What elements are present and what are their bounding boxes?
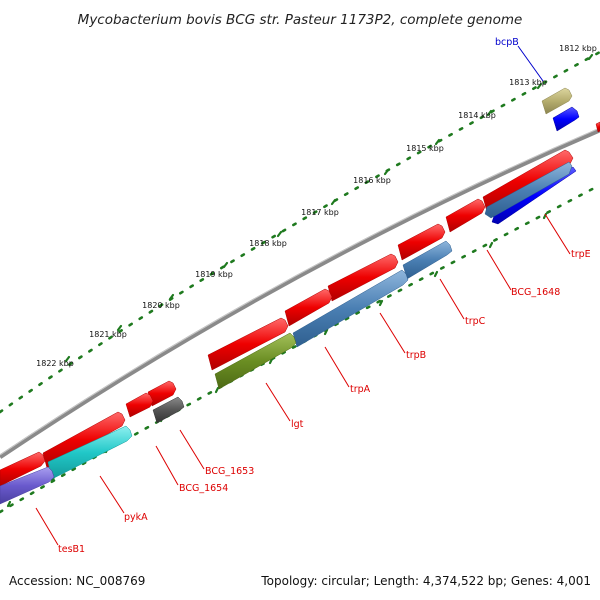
ruler-label-1818: 1818 kbp	[249, 239, 287, 248]
gene-label-bcpB[interactable]: bcpB	[495, 37, 519, 48]
footer-topology: Topology: circular; Length: 4,374,522 bp…	[260, 574, 591, 588]
gene-label-BCG_1653[interactable]: BCG_1653	[205, 466, 254, 477]
ruler-tick-1817	[330, 198, 337, 206]
ruler-label-1822: 1822 kbp	[36, 359, 74, 368]
gene-arrow-trpB-steel[interactable]	[292, 269, 409, 348]
gene-arrow-edge-fwd[interactable]	[595, 121, 600, 133]
leader-BCG_1654	[155, 445, 179, 486]
footer-accession: Accession: NC_008769	[9, 574, 145, 588]
leader-BCG_1653	[179, 429, 205, 470]
leader-tesB1	[35, 507, 59, 546]
ruler-tick-1815	[434, 138, 441, 146]
gene-label-lgt[interactable]: lgt	[291, 419, 304, 430]
gene-arrow-BCG_1653-fwd[interactable]	[147, 380, 177, 407]
gene-label-BCG_1654[interactable]: BCG_1654	[179, 483, 228, 494]
ruler-label-1817: 1817 kbp	[301, 208, 339, 217]
gene-arrow-tesB1-purple[interactable]	[0, 466, 55, 505]
gene-label-trpA[interactable]: trpA	[350, 384, 371, 395]
ruler-tick-1822	[64, 355, 71, 363]
gene-arrow-bcpB-blue[interactable]	[552, 106, 580, 132]
ruler-tick-1821	[116, 324, 123, 332]
gene-arrow-tesB1-fwd[interactable]	[0, 451, 46, 487]
gene-arrow-bcpB-khaki[interactable]	[541, 87, 573, 115]
ruler-tick-1820	[168, 293, 175, 301]
genome-backbone-highlight	[0, 127, 600, 456]
gene-arrow-trpE-steel[interactable]	[484, 161, 573, 219]
leader-trpA	[324, 346, 350, 388]
ruler-ticks	[64, 53, 594, 363]
ruler-tick-1813	[536, 82, 543, 90]
gene-label-pykA[interactable]: pykA	[124, 512, 148, 523]
genome-backbone	[0, 127, 600, 459]
leader-trpC	[439, 278, 465, 320]
ruler-label-1815: 1815 kbp	[406, 144, 444, 153]
leader-bcpB	[517, 45, 544, 82]
ruler-label-1813: 1813 kbp	[509, 78, 547, 87]
gene-arrow-trpA-fwd[interactable]	[284, 288, 333, 327]
gene-label-trpB[interactable]: trpB	[406, 350, 426, 361]
leader-trpE	[544, 213, 571, 255]
ruler-tick-1818	[276, 230, 283, 238]
gene-arrow-BCG_1648-fwd[interactable]	[445, 198, 486, 233]
ruler-tick-1819	[222, 261, 229, 269]
ruler-labels: 1812 kbp 1813 kbp 1814 kbp 1815 kbp 1816…	[36, 44, 597, 368]
ruler-dotted-arc	[0, 50, 600, 414]
gene-labels: bcpB trpE BCG_1648 trpC trpB trpA lgt BC…	[58, 37, 591, 555]
gene-label-tesB1[interactable]: tesB1	[58, 544, 85, 555]
ruler-tick-1816	[383, 168, 390, 176]
ruler-label-1814: 1814 kbp	[458, 111, 496, 120]
leader-pykA	[99, 475, 125, 514]
map-title: Mycobacterium bovis BCG str. Pasteur 117…	[78, 12, 523, 28]
ruler-tick-1812	[587, 53, 594, 61]
gene-arrow-lgt-fwd[interactable]	[207, 317, 289, 371]
leader-lgt	[265, 382, 291, 422]
ruler-label-1812: 1812 kbp	[559, 44, 597, 53]
leader-lines	[35, 45, 571, 546]
gene-arrow-lgt-olive[interactable]	[214, 332, 297, 390]
inner-dotted-arc	[0, 183, 600, 514]
gene-label-BCG_1648[interactable]: BCG_1648	[511, 287, 560, 298]
gene-label-trpE[interactable]: trpE	[571, 249, 591, 260]
leader-trpB	[379, 312, 406, 354]
gene-label-trpC[interactable]: trpC	[465, 316, 486, 327]
reverse-genes	[0, 87, 580, 505]
gene-arrow-trpC-fwd[interactable]	[397, 223, 446, 261]
ruler-label-1821: 1821 kbp	[89, 330, 127, 339]
forward-genes	[0, 121, 600, 487]
gene-arrow-BCG_1653-gray[interactable]	[152, 396, 185, 424]
ruler-label-1820: 1820 kbp	[142, 301, 180, 310]
ruler-tick-1814	[486, 109, 493, 117]
ruler-label-1816: 1816 kbp	[353, 176, 391, 185]
gene-arrow-trpB-fwd[interactable]	[327, 253, 399, 302]
gene-arrow-BCG_1654-fwd[interactable]	[125, 392, 154, 418]
leader-BCG_1648	[486, 249, 512, 291]
inner-ticks	[6, 212, 548, 508]
ruler-label-1819: 1819 kbp	[195, 270, 233, 279]
